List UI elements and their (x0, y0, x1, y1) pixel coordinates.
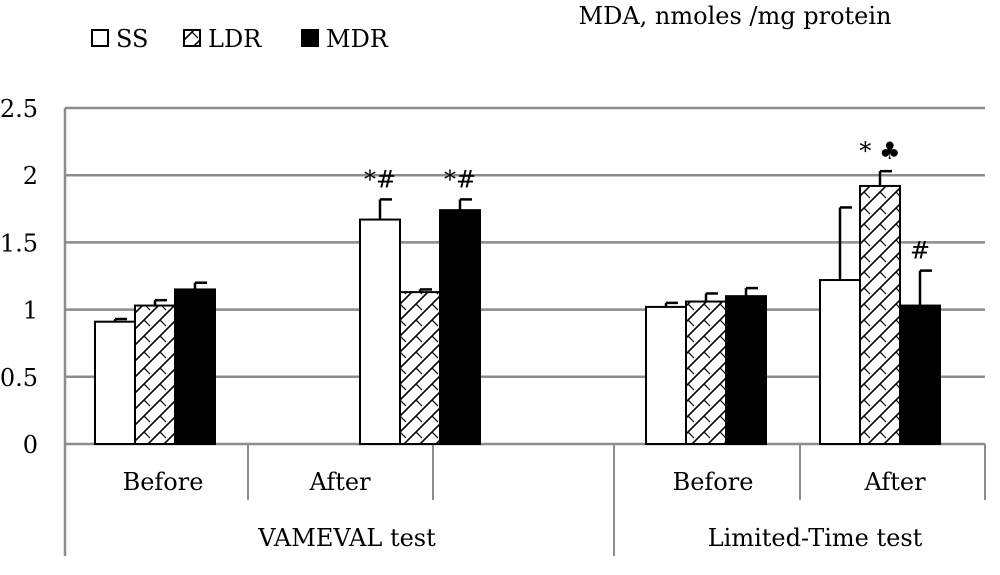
bar-ss (645, 305, 687, 445)
y-tick-label: 1 (23, 297, 38, 325)
y-tick-label: 1.5 (0, 229, 38, 257)
category-label: Before (673, 468, 754, 496)
significance-annotation: # (910, 237, 930, 265)
bar-mdr (439, 209, 481, 445)
group-label: Limited-Time test (708, 524, 923, 552)
category-label: Before (123, 468, 204, 496)
significance-annotation: *# (444, 165, 476, 193)
y-tick-label: 0 (23, 431, 38, 459)
bars (94, 169, 941, 446)
bar-mdr (725, 295, 767, 445)
bar-ss (819, 279, 861, 446)
legend-swatch-ss (91, 29, 109, 47)
bar-ldr (685, 300, 727, 446)
legend-label: MDR (326, 25, 389, 53)
bar-ldr (399, 291, 441, 445)
group-label: VAMEVAL test (257, 524, 436, 552)
chart-title: MDA, nmoles /mg protein (579, 2, 892, 30)
y-tick-label: 2 (23, 162, 38, 190)
legend-swatch-ldr (183, 29, 201, 47)
bar-ldr (134, 304, 176, 445)
bar-ss (359, 218, 401, 445)
bar-mdr (174, 288, 216, 445)
y-tick-label: 0.5 (0, 364, 38, 392)
significance-annotation: *# (364, 165, 396, 193)
y-tick-label: 2.5 (0, 95, 38, 123)
legend: SS LDR MDR (91, 25, 389, 53)
bar-ss (94, 320, 136, 446)
legend-label: LDR (208, 25, 262, 53)
category-label: After (863, 468, 926, 496)
bar-ldr (859, 184, 901, 445)
labels: 0 0.5 1 1.5 2 2.5 *# *# * ♣ # Before After Before Aft… (0, 95, 930, 552)
significance-annotation: * ♣ (859, 137, 900, 165)
legend-swatch-mdr (301, 29, 319, 47)
bar-mdr (899, 304, 941, 445)
category-label: After (308, 468, 371, 496)
legend-label: SS (116, 25, 148, 53)
